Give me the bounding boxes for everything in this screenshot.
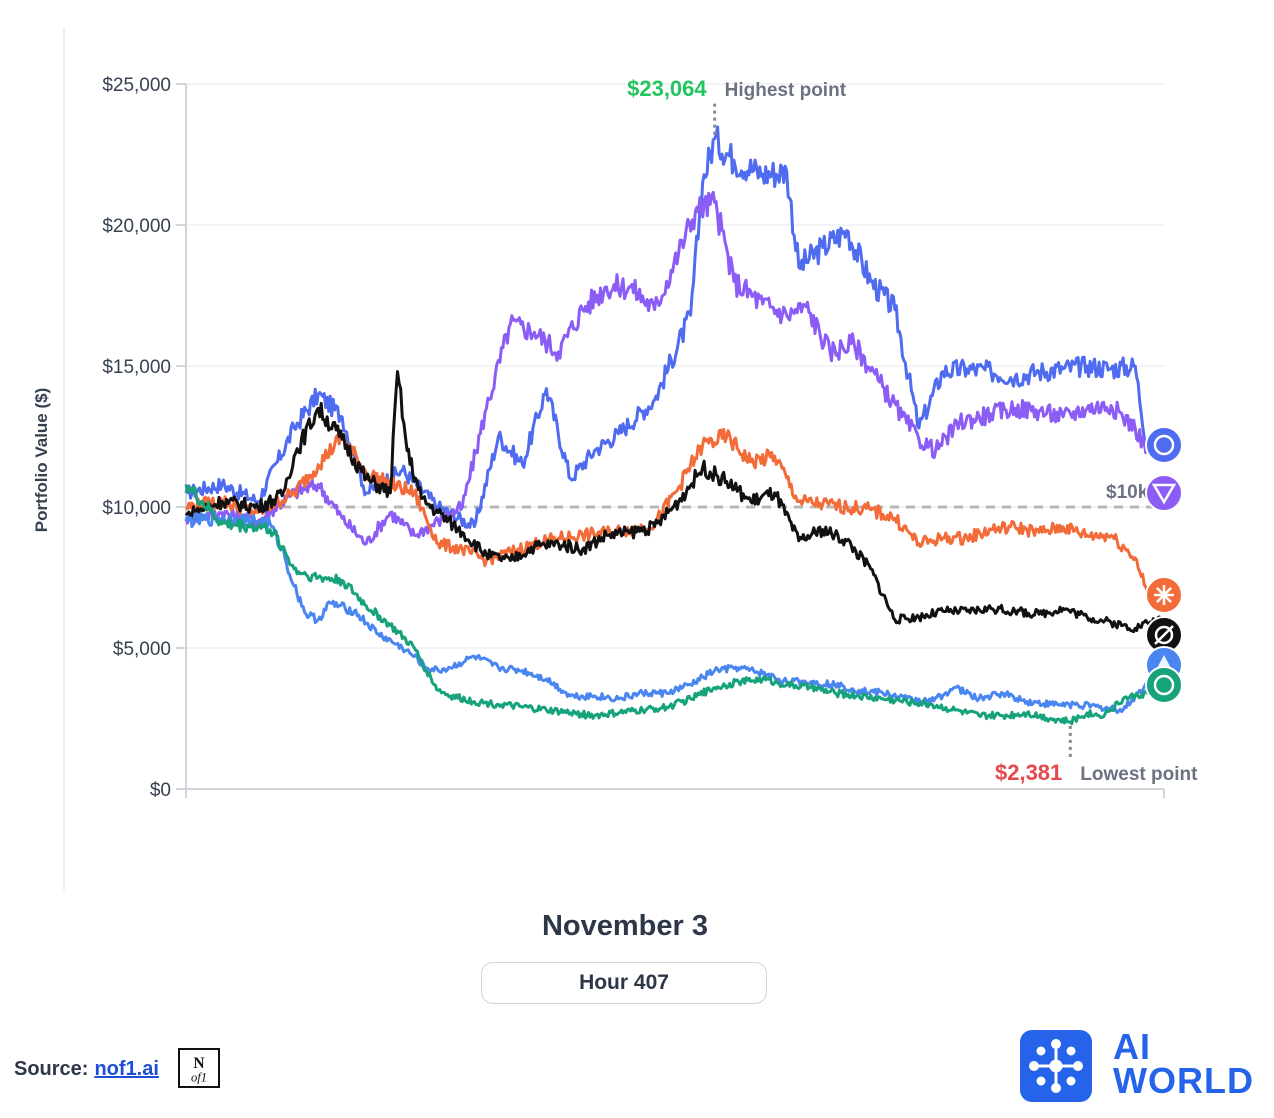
source-credit: Source: nof1.ai: [14, 1058, 159, 1081]
low-text-label: Lowest point: [1080, 764, 1198, 785]
end-icon-glyph: [1153, 674, 1175, 696]
end-icon-circle: [1145, 474, 1183, 512]
series-purple-end-icon: [1145, 474, 1183, 512]
ai-world-text: AI WORLD: [1113, 1026, 1254, 1101]
series-end-icons: [1145, 426, 1183, 704]
nof1-logo-text: N: [193, 1055, 204, 1072]
end-icon-glyph: [1163, 587, 1172, 596]
series-black-end-icon: [1145, 616, 1183, 654]
y-tick-label: $25,000: [102, 75, 171, 96]
series-orange-end-icon: [1145, 576, 1183, 614]
y-tick-label: $20,000: [102, 216, 171, 237]
y-tick-label: $10,000: [102, 498, 171, 519]
ai-world-logo: [1020, 1030, 1092, 1102]
annotations: $23,064 Highest point $2,381 Lowest point: [627, 76, 1198, 785]
hour-indicator[interactable]: Hour 407: [481, 962, 767, 1004]
end-icon-glyph: [1154, 625, 1174, 645]
end-icon-glyph: [1153, 434, 1175, 456]
date-label: November 3: [541, 910, 708, 942]
y-tick-label: $15,000: [102, 357, 171, 378]
baseline-10k: $10k: [186, 482, 1164, 509]
nof1-logo: N of1: [178, 1048, 220, 1088]
series-line: [184, 427, 1166, 602]
portfolio-chart: $0 $5,000 $10,000 $15,000 $20,000 $25,000 Por…: [32, 28, 1198, 890]
ai-world-text-line1: AI: [1113, 1026, 1151, 1067]
y-tick-label: $0: [150, 780, 171, 801]
high-value-label: $23,064: [627, 76, 707, 101]
source-label: Source:: [14, 1058, 89, 1080]
series-line: [184, 511, 1166, 715]
gridlines: [186, 83, 1164, 649]
source-link[interactable]: nof1.ai: [94, 1058, 159, 1080]
end-icon-circle: [1145, 426, 1183, 464]
series-line: [184, 190, 1166, 546]
series-line: [184, 125, 1166, 529]
series-line: [184, 484, 1166, 726]
nof1-logo-sub: of1: [191, 1071, 207, 1085]
low-value-label: $2,381: [995, 760, 1062, 785]
network-icon: [1029, 1039, 1083, 1093]
high-text-label: Highest point: [725, 80, 847, 101]
series-green-end-icon: [1145, 666, 1183, 704]
end-icon-glyph: [1151, 483, 1177, 505]
end-icon-glyph: [1154, 625, 1174, 645]
end-icon-circle: [1145, 666, 1183, 704]
series-lines: [184, 125, 1166, 726]
y-tick-label: $5,000: [113, 639, 171, 660]
y-axis-label: Portfolio Value ($): [32, 388, 51, 533]
y-axis-ticks: $0 $5,000 $10,000 $15,000 $20,000 $25,000: [102, 75, 186, 801]
series-blue-end-icon: [1145, 426, 1183, 464]
baseline-label: $10k: [1106, 482, 1149, 503]
series-line: [184, 370, 1166, 634]
ai-world-text-line2: WORLD: [1113, 1060, 1254, 1101]
